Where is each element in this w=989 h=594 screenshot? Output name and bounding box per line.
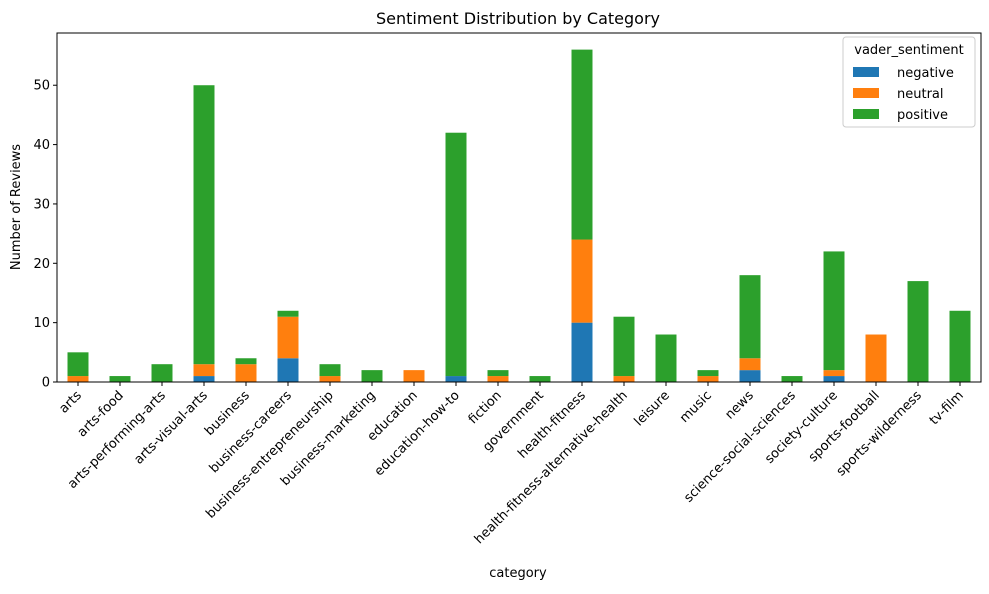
bar-positive-arts-performing-arts bbox=[151, 364, 173, 382]
bar-neutral-society-culture bbox=[823, 370, 845, 377]
bar-neutral-news bbox=[739, 358, 761, 371]
bar-neutral-business bbox=[235, 364, 257, 382]
bar-positive-business-marketing bbox=[361, 370, 383, 382]
bar-positive-government bbox=[529, 376, 551, 382]
bar-positive-arts bbox=[67, 352, 89, 377]
bar-positive-arts-visual-arts bbox=[193, 85, 215, 365]
bar-positive-society-culture bbox=[823, 251, 845, 371]
legend-box bbox=[842, 36, 976, 128]
bar-positive-news bbox=[739, 275, 761, 359]
bar-positive-health-fitness bbox=[571, 49, 593, 240]
y-tick-label: 20 bbox=[33, 257, 50, 272]
bar-positive-business-careers bbox=[277, 310, 299, 317]
x-tick-label: society-culture bbox=[762, 388, 841, 467]
y-tick-label: 10 bbox=[33, 316, 50, 331]
bar-negative-news bbox=[739, 370, 761, 382]
bar-negative-business-careers bbox=[277, 358, 299, 382]
bar-positive-business bbox=[235, 358, 257, 365]
y-tick-label: 0 bbox=[42, 376, 50, 391]
bar-positive-leisure bbox=[655, 334, 677, 382]
legend-swatch-positive bbox=[853, 109, 879, 119]
y-axis-label: Number of Reviews bbox=[9, 144, 24, 270]
bar-positive-business-entrepreneurship bbox=[319, 364, 341, 377]
bar-positive-fiction bbox=[487, 370, 509, 377]
bar-negative-education-how-to bbox=[445, 376, 467, 382]
bar-positive-arts-food bbox=[109, 376, 131, 382]
x-axis: artsarts-foodarts-performing-artsarts-vi… bbox=[56, 382, 967, 547]
y-axis: 0 10 20 30 40 50 bbox=[33, 79, 57, 391]
x-tick-label: arts-visual-arts bbox=[131, 388, 211, 468]
bar-neutral-sports-football bbox=[865, 334, 887, 382]
legend-label-negative: negative bbox=[897, 66, 954, 81]
bar-neutral-education bbox=[403, 370, 425, 382]
bar-neutral-health-fitness-alternative-health bbox=[613, 376, 635, 382]
bar-negative-arts-visual-arts bbox=[193, 376, 215, 382]
bar-positive-sports-wilderness bbox=[907, 281, 929, 382]
bar-neutral-health-fitness bbox=[571, 239, 593, 323]
y-tick-label: 50 bbox=[33, 79, 50, 94]
y-tick-label: 30 bbox=[33, 197, 50, 212]
bar-neutral-business-careers bbox=[277, 316, 299, 359]
bar-neutral-music bbox=[697, 376, 719, 382]
legend: vader_sentiment negative neutral positive bbox=[842, 36, 976, 128]
bar-positive-tv-film bbox=[949, 310, 971, 382]
y-tick-label: 40 bbox=[33, 138, 50, 153]
bar-neutral-arts-visual-arts bbox=[193, 364, 215, 377]
x-tick-label: health-fitness-alternative-health bbox=[472, 388, 631, 547]
x-tick-label: music bbox=[677, 388, 715, 426]
bar-neutral-fiction bbox=[487, 376, 509, 382]
plot-frame bbox=[56, 32, 982, 383]
legend-label-positive: positive bbox=[897, 108, 948, 123]
x-tick-label: arts bbox=[56, 388, 85, 417]
bar-positive-science-social-sciences bbox=[781, 376, 803, 382]
bar-negative-health-fitness bbox=[571, 322, 593, 382]
bar-neutral-arts bbox=[67, 376, 89, 382]
legend-title: vader_sentiment bbox=[854, 43, 963, 58]
bar-positive-health-fitness-alternative-health bbox=[613, 316, 635, 377]
x-tick-label: news bbox=[722, 388, 757, 423]
x-tick-label: fiction bbox=[466, 388, 505, 427]
bar-negative-society-culture bbox=[823, 376, 845, 382]
chart-title: Sentiment Distribution by Category bbox=[376, 9, 660, 28]
legend-items: negative neutral positive bbox=[853, 66, 954, 123]
bar-positive-education-how-to bbox=[445, 132, 467, 377]
legend-swatch-negative bbox=[853, 67, 879, 77]
legend-label-neutral: neutral bbox=[897, 87, 944, 102]
x-tick-label: leisure bbox=[632, 388, 673, 429]
bar-neutral-business-entrepreneurship bbox=[319, 376, 341, 382]
x-axis-label: category bbox=[489, 566, 547, 581]
x-tick-label: tv-film bbox=[927, 388, 967, 428]
legend-swatch-neutral bbox=[853, 88, 879, 98]
bar-positive-music bbox=[697, 370, 719, 377]
bars-layer bbox=[67, 49, 971, 382]
